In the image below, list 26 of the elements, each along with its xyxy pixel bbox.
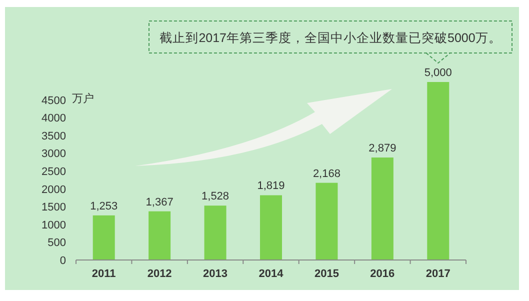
y-axis-title: 万户 (72, 92, 94, 105)
y-tick-label: 1000 (42, 219, 66, 232)
y-tick-label: 3000 (42, 148, 66, 160)
data-label: 1,819 (257, 180, 285, 192)
data-label: 1,367 (146, 196, 174, 208)
x-tick-label: 2016 (370, 268, 395, 280)
x-tick-label: 2014 (258, 268, 284, 280)
x-tick-label: 2012 (147, 268, 172, 280)
y-tick-label: 1500 (42, 202, 66, 214)
text: 截止到2017年第三季度，全国中小企业数量已突破5000万。 (160, 30, 502, 45)
y-tick-label: 2000 (42, 184, 66, 196)
y-tick-label: 0 (60, 255, 66, 267)
x-tick-label: 2011 (92, 268, 116, 280)
data-label: 2,168 (312, 168, 340, 180)
y-tick-label: 2500 (42, 166, 66, 178)
y-tick-label: 4500 (42, 94, 66, 107)
data-label: 5,000 (424, 67, 452, 79)
x-tick-label: 2015 (314, 268, 339, 280)
data-label: 2,879 (368, 142, 396, 155)
x-tick-label: 2017 (426, 268, 450, 280)
data-label: 1,528 (202, 190, 230, 203)
data-label: 1,253 (90, 200, 118, 212)
y-tick-label: 3500 (42, 130, 66, 142)
y-tick-label: 4000 (42, 112, 66, 125)
x-tick-label: 2013 (203, 268, 228, 280)
y-tick-label: 500 (48, 237, 66, 250)
